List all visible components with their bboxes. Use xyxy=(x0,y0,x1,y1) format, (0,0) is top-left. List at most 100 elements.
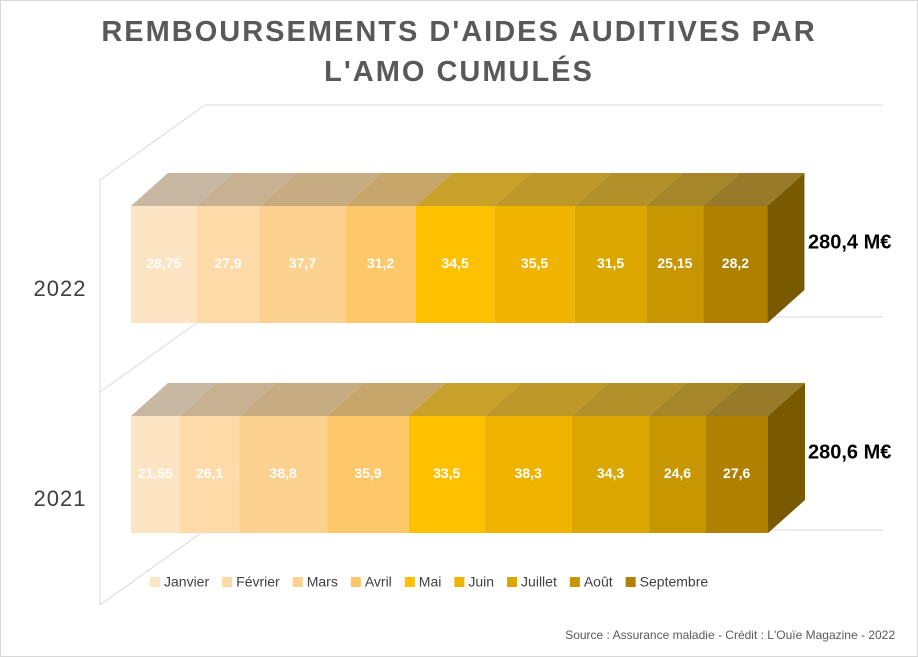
legend-swatch xyxy=(569,577,580,587)
bar-top-shade xyxy=(494,173,612,206)
value-label: 26,1 xyxy=(196,465,223,481)
value-label: 34,3 xyxy=(597,465,624,481)
value-label: 21,55 xyxy=(138,465,173,481)
bar-top xyxy=(571,383,687,416)
bar-top xyxy=(408,383,522,416)
bar xyxy=(415,206,495,323)
bar-top-shade xyxy=(705,383,805,416)
legend-label: Avril xyxy=(365,574,392,590)
value-label: 25,15 xyxy=(657,255,692,271)
bar xyxy=(131,416,180,533)
legend-swatch xyxy=(507,577,518,587)
bar-top xyxy=(259,173,383,206)
bar-top xyxy=(239,383,365,416)
legend-label: Août xyxy=(584,574,613,590)
value-label: 31,2 xyxy=(367,255,394,271)
value-label: 24,6 xyxy=(664,465,691,481)
legend-label: Juillet xyxy=(521,574,557,590)
legend-swatch xyxy=(454,577,465,587)
value-label: 37,7 xyxy=(289,255,316,271)
bar-top xyxy=(196,173,297,206)
legend-label: Septembre xyxy=(640,574,709,590)
bar xyxy=(646,206,704,323)
bar xyxy=(703,206,768,323)
legend-swatch xyxy=(292,577,303,587)
total-label: 280,4 M€ xyxy=(808,231,891,253)
legend-swatch xyxy=(404,577,415,587)
bar-top-shade xyxy=(239,383,365,416)
bar-top xyxy=(327,383,446,416)
bar-top xyxy=(484,383,609,416)
bar-top-shade xyxy=(408,383,522,416)
bar xyxy=(196,206,260,323)
legend-label: Janvier xyxy=(164,574,209,590)
value-label: 27,6 xyxy=(723,465,750,481)
legend-label: Mars xyxy=(307,574,338,590)
bar-top xyxy=(646,173,741,206)
total-label: 280,6 M€ xyxy=(808,441,891,463)
bar-top-shade xyxy=(646,173,741,206)
value-label: 38,8 xyxy=(270,465,297,481)
bar-top-shade xyxy=(259,173,383,206)
bar xyxy=(649,416,706,533)
bar xyxy=(239,416,328,533)
bar-top-shade xyxy=(179,383,277,416)
chart-title: REMBOURSEMENTS D'AIDES AUDITIVES PAR L'A… xyxy=(101,16,817,88)
bar-top-shade xyxy=(574,173,684,206)
bar-top xyxy=(705,383,805,416)
category-label: 2021 xyxy=(34,486,87,511)
value-label: 28,75 xyxy=(146,255,181,271)
bar-side xyxy=(768,383,805,533)
bar-top-shade xyxy=(131,173,234,206)
bar-top xyxy=(703,173,805,206)
bar-top xyxy=(649,383,743,416)
bar xyxy=(571,416,650,533)
bar-top xyxy=(345,173,453,206)
bar-top-shade xyxy=(703,173,805,206)
wall-line xyxy=(99,529,206,606)
bar-top xyxy=(415,173,532,206)
bar xyxy=(131,206,197,323)
bar xyxy=(494,206,575,323)
wall-line xyxy=(99,316,206,393)
bar-top-shade xyxy=(196,173,297,206)
value-label: 35,9 xyxy=(354,465,381,481)
bar xyxy=(345,206,416,323)
legend-swatch xyxy=(150,577,160,587)
wall-line xyxy=(99,104,206,181)
value-label: 31,5 xyxy=(597,255,624,271)
bar-top xyxy=(494,173,612,206)
value-label: 33,5 xyxy=(433,465,460,481)
category-label: 2022 xyxy=(34,276,87,301)
bar-top-shade xyxy=(415,173,532,206)
bar-top-shade xyxy=(345,173,453,206)
bar-top-shade xyxy=(571,383,687,416)
value-label: 27,9 xyxy=(214,255,241,271)
legend-label: Février xyxy=(236,574,280,590)
value-label: 34,5 xyxy=(441,255,468,271)
legend-swatch xyxy=(625,577,636,587)
bar-top-shade xyxy=(484,383,609,416)
source-note: Source : Assurance maladie - Crédit : L'… xyxy=(565,628,895,642)
value-label: 28,2 xyxy=(722,255,749,271)
legend-swatch xyxy=(222,577,233,587)
bar xyxy=(259,206,346,323)
bar xyxy=(574,206,647,323)
bar-top xyxy=(131,383,217,416)
bar-top-shade xyxy=(131,383,217,416)
bar xyxy=(705,416,768,533)
bar-top xyxy=(574,173,684,206)
value-label: 38,3 xyxy=(515,465,542,481)
legend-label: Mai xyxy=(419,574,442,590)
legend-swatch xyxy=(350,577,361,587)
bar xyxy=(484,416,572,533)
bar xyxy=(408,416,485,533)
bar xyxy=(179,416,240,533)
bar-top xyxy=(131,173,234,206)
bar-top xyxy=(179,383,277,416)
bar-side xyxy=(767,173,805,323)
bar-top-shade xyxy=(327,383,446,416)
